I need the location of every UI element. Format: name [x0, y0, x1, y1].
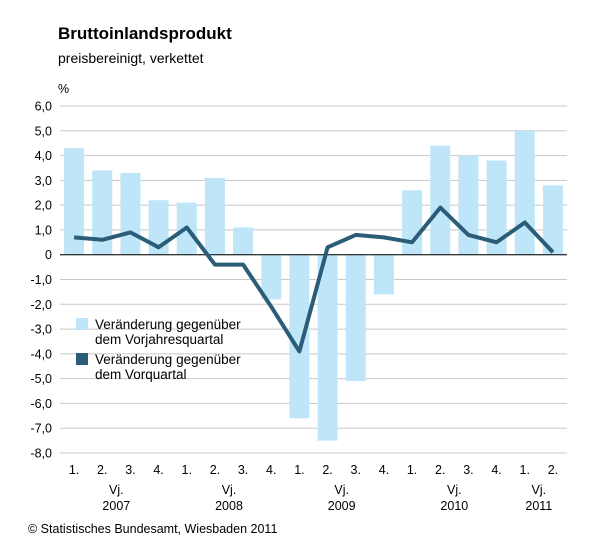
y-tick-label: -8,0 [30, 447, 52, 461]
year-group-prefix: Vj. [447, 483, 462, 497]
x-tick-label: 3. [125, 463, 135, 477]
bar [261, 254, 282, 300]
bar [233, 227, 254, 255]
bar [345, 254, 366, 382]
x-tick-label: 1. [69, 463, 79, 477]
year-group-label: 2007 [102, 499, 130, 513]
bar [373, 254, 394, 295]
y-tick-label: -4,0 [30, 347, 52, 361]
x-tick-label: 3. [238, 463, 248, 477]
y-tick-label: 1,0 [35, 223, 52, 237]
year-group-prefix: Vj. [334, 483, 349, 497]
copyright-notice: © Statistisches Bundesamt, Wiesbaden 201… [28, 522, 278, 536]
y-tick-label: -6,0 [30, 397, 52, 411]
year-group-label: 2008 [215, 499, 243, 513]
x-tick-label: 4. [266, 463, 276, 477]
bar [317, 254, 338, 441]
x-tick-label: 2. [210, 463, 220, 477]
bar [120, 172, 141, 255]
bar [148, 200, 169, 255]
y-tick-label: 4,0 [35, 149, 52, 163]
y-tick-label: -5,0 [30, 372, 52, 386]
bar [458, 155, 479, 255]
year-group-prefix: Vj. [532, 483, 547, 497]
x-tick-label: 4. [491, 463, 501, 477]
legend-label-line: dem Vorquartal [95, 367, 187, 382]
legend-swatch-bar [76, 318, 88, 330]
bar [430, 145, 451, 255]
chart-title: Bruttoinlandsprodukt [58, 24, 232, 43]
year-group-prefix: Vj. [222, 483, 237, 497]
x-tick-label: 2. [322, 463, 332, 477]
bar [92, 170, 113, 255]
bar [289, 254, 310, 419]
y-tick-label: -2,0 [30, 298, 52, 312]
x-tick-label: 2. [435, 463, 445, 477]
y-tick-label: -1,0 [30, 273, 52, 287]
x-tick-label: 1. [182, 463, 192, 477]
bar [542, 185, 563, 255]
legend-label-bar: dem Vorjahresquartal [95, 332, 223, 347]
x-tick-label: 4. [153, 463, 163, 477]
x-tick-label: 1. [520, 463, 530, 477]
legend-label-bar: Veränderung gegenüber [95, 317, 241, 332]
y-tick-label: 6,0 [35, 100, 52, 114]
legend-swatch-line [76, 353, 88, 365]
y-tick-label: -3,0 [30, 323, 52, 337]
bar [204, 177, 225, 255]
y-tick-label: 5,0 [35, 124, 52, 138]
y-tick-label: 2,0 [35, 199, 52, 213]
y-axis-unit-label: % [58, 82, 69, 96]
x-tick-label: 3. [463, 463, 473, 477]
bar [402, 190, 423, 255]
legend-label-line: Veränderung gegenüber [95, 352, 241, 367]
x-tick-label: 1. [407, 463, 417, 477]
bar [64, 148, 85, 255]
year-group-label: 2010 [440, 499, 468, 513]
x-tick-label: 3. [351, 463, 361, 477]
year-group-prefix: Vj. [109, 483, 124, 497]
x-tick-label: 2. [548, 463, 558, 477]
year-group-label: 2011 [525, 499, 552, 513]
bar [514, 130, 535, 255]
y-tick-label: -7,0 [30, 422, 52, 436]
x-tick-label: 1. [294, 463, 304, 477]
series-line [73, 205, 555, 354]
chart-subtitle: preisbereinigt, verkettet [58, 50, 204, 66]
x-tick-label: 4. [379, 463, 389, 477]
x-tick-label: 2. [97, 463, 107, 477]
bar [486, 160, 507, 255]
y-tick-label: 3,0 [35, 174, 52, 188]
year-group-label: 2009 [328, 499, 356, 513]
y-tick-label: 0 [45, 248, 52, 262]
